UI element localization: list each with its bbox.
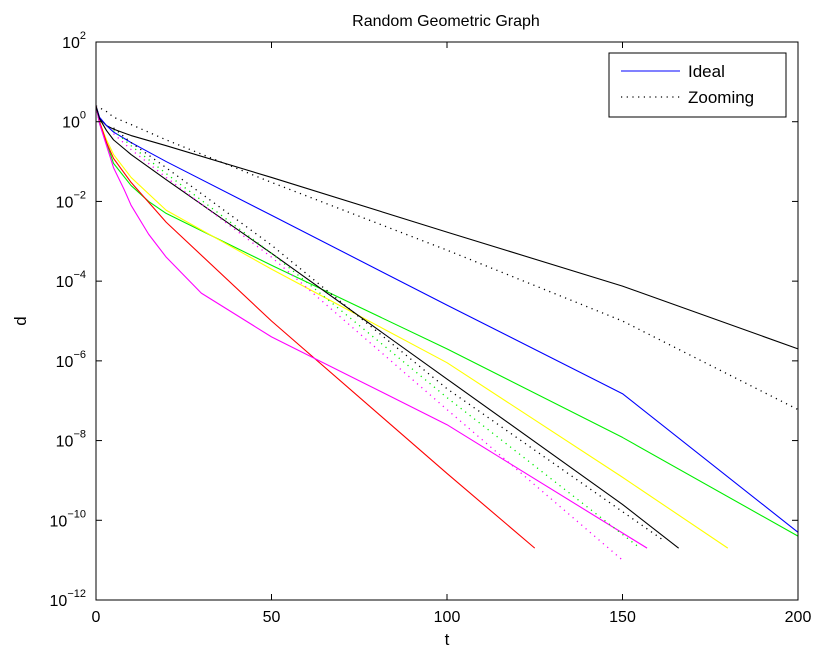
y-tick-label-2: 10−8 bbox=[56, 429, 86, 451]
y-tick-label-1: 10−10 bbox=[50, 508, 86, 530]
legend: Ideal Zooming bbox=[608, 52, 787, 118]
y-tick-label-4: 10−4 bbox=[56, 269, 86, 291]
y-tick-label-6: 100 bbox=[62, 110, 86, 132]
series-line-5 bbox=[95, 105, 536, 549]
chart-title: Random Geometric Graph bbox=[352, 13, 540, 30]
y-axis-label: d bbox=[11, 316, 30, 325]
x-tick-label-0: 0 bbox=[92, 609, 101, 626]
legend-label-ideal: Ideal bbox=[688, 62, 725, 81]
series-line-7 bbox=[95, 105, 679, 549]
series-line-6 bbox=[95, 105, 648, 549]
x-tick-label-2: 100 bbox=[434, 609, 461, 626]
x-tick-label-3: 150 bbox=[609, 609, 636, 626]
series-line-2 bbox=[95, 105, 799, 533]
x-tick-label-1: 50 bbox=[263, 609, 281, 626]
y-tick-label-7: 102 bbox=[62, 30, 86, 52]
y-tick-label-3: 10−6 bbox=[56, 349, 86, 371]
y-tick-label-0: 10−12 bbox=[50, 588, 86, 610]
x-tick-label-4: 200 bbox=[785, 609, 812, 626]
series-line-9 bbox=[113, 130, 641, 549]
series-line-10 bbox=[113, 127, 665, 542]
legend-label-zooming: Zooming bbox=[688, 88, 754, 107]
series-layer bbox=[95, 105, 799, 561]
y-tick-label-5: 10−2 bbox=[56, 189, 86, 211]
ticks-layer: 0 50 100 150 200 10−12 10−10 10−8 10−6 10−4 10−2 10… bbox=[50, 30, 812, 626]
legend-box bbox=[608, 52, 787, 118]
x-axis-label: t bbox=[445, 630, 450, 649]
